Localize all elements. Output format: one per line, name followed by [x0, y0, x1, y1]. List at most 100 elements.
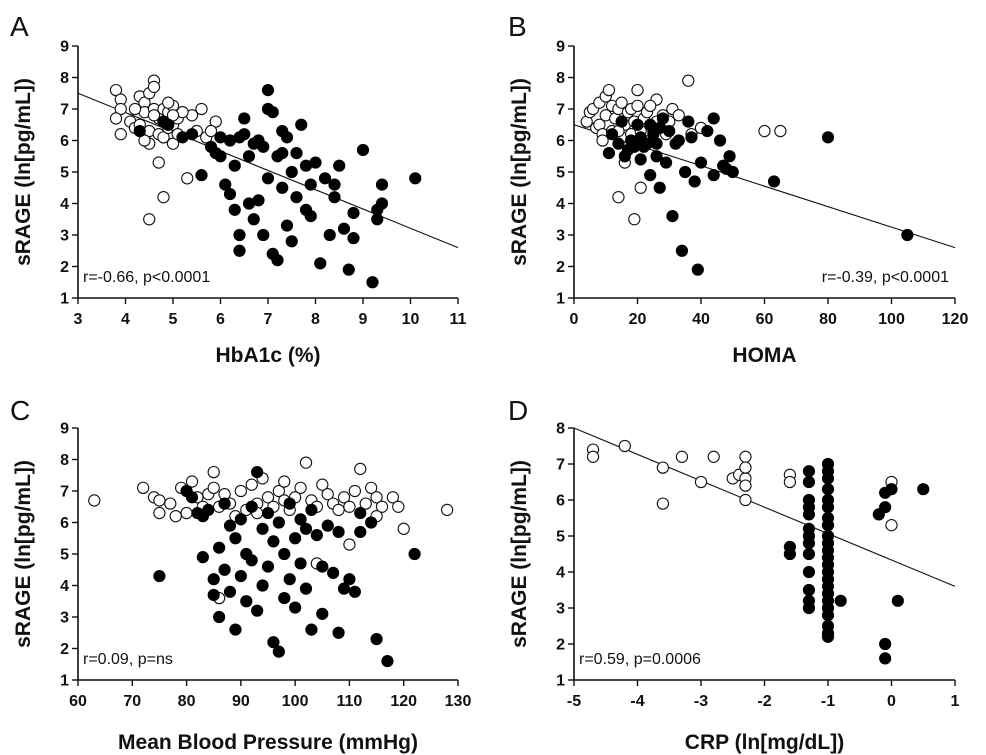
x-axis-label: HbA1c (%) — [215, 344, 320, 367]
x-tick-label: 10 — [402, 311, 420, 328]
filled-data-point — [272, 516, 285, 529]
filled-data-point — [316, 560, 329, 573]
filled-data-point — [682, 115, 695, 128]
filled-data-point — [233, 228, 246, 242]
filled-data-point — [343, 573, 356, 586]
x-tick-label: 5 — [169, 311, 178, 328]
open-data-point — [631, 83, 644, 97]
filled-data-point — [365, 516, 378, 529]
open-data-point — [758, 124, 771, 138]
correlation-annotation: r=0.59, p=0.0006 — [579, 651, 701, 668]
x-tick-label: 0 — [887, 693, 896, 710]
y-tick-label: 6 — [60, 133, 69, 150]
filled-data-point — [218, 563, 231, 576]
y-tick-label: 7 — [556, 457, 565, 474]
filled-data-point — [650, 150, 663, 163]
open-data-point — [774, 124, 787, 138]
open-data-point — [354, 462, 367, 476]
filled-data-point — [196, 551, 209, 564]
filled-data-point — [185, 128, 199, 141]
x-tick-label: 4 — [121, 311, 130, 328]
open-data-point — [343, 500, 356, 513]
open-data-point — [631, 99, 644, 112]
filled-data-point — [691, 263, 704, 276]
filled-data-point — [606, 128, 619, 141]
x-tick-label: -5 — [567, 693, 581, 710]
open-data-point — [634, 181, 647, 194]
open-data-point — [739, 461, 752, 474]
filled-data-point — [328, 191, 341, 204]
filled-data-point — [233, 131, 246, 144]
y-tick-label: 6 — [556, 133, 565, 150]
filled-data-point — [261, 560, 275, 573]
filled-data-point — [310, 529, 323, 542]
filled-data-point — [261, 506, 275, 520]
filled-data-point — [318, 172, 332, 185]
open-data-point — [386, 491, 400, 504]
open-data-point — [596, 134, 609, 147]
filled-data-point — [872, 508, 885, 521]
filled-data-point — [767, 175, 781, 188]
y-tick-label: 5 — [60, 547, 69, 564]
y-tick-label: 3 — [556, 228, 565, 245]
open-data-point — [392, 500, 405, 513]
x-tick-label: -4 — [630, 693, 644, 710]
filled-data-point — [821, 609, 835, 622]
filled-data-point — [276, 181, 289, 194]
open-data-point — [694, 475, 708, 489]
y-tick-label: 6 — [60, 515, 69, 532]
regression-line — [77, 92, 459, 249]
filled-data-point — [679, 165, 692, 179]
filled-data-point — [267, 636, 280, 649]
filled-data-point — [209, 147, 222, 160]
filled-data-point — [283, 497, 296, 510]
filled-data-point — [783, 547, 797, 561]
filled-data-point — [223, 585, 237, 598]
filled-data-point — [252, 194, 265, 207]
open-data-point — [185, 475, 199, 488]
filled-data-point — [213, 541, 226, 554]
y-tick-label: 2 — [60, 259, 69, 276]
filled-data-point — [240, 595, 253, 608]
x-tick-label: 0 — [570, 311, 579, 328]
panel-b: B 1 2 3 4 5 6 7 8 9 0 20 40 60 80 100 120 sRAGE (ln[pg/mL… — [508, 11, 968, 367]
open-data-point — [272, 484, 286, 498]
filled-data-point — [332, 525, 345, 539]
filled-data-point — [299, 522, 313, 535]
filled-data-point — [356, 143, 370, 157]
filled-data-point — [802, 465, 816, 478]
x-tick-label: 40 — [692, 311, 710, 328]
y-tick-label: 5 — [556, 529, 565, 546]
filled-data-point — [381, 655, 394, 668]
open-data-point — [739, 493, 752, 507]
filled-data-point — [615, 115, 628, 128]
filled-data-point — [271, 254, 284, 267]
y-tick-label: 7 — [60, 102, 69, 119]
filled-data-point — [631, 118, 644, 131]
x-tick-label: 8 — [311, 311, 320, 328]
open-data-point — [612, 191, 625, 204]
open-data-point — [153, 506, 166, 520]
y-tick-label: 3 — [60, 610, 69, 627]
filled-data-point — [290, 191, 303, 204]
filled-data-point — [666, 210, 679, 223]
x-tick-label: 100 — [878, 311, 905, 328]
open-data-point — [739, 479, 752, 492]
open-data-point — [152, 156, 165, 169]
x-tick-label: 110 — [337, 693, 363, 710]
filled-data-point — [219, 178, 232, 191]
filled-data-point — [267, 535, 280, 548]
y-axis-label: sRAGE (ln[pg/mL]) — [12, 460, 35, 648]
y-tick-label: 4 — [556, 565, 565, 582]
filled-data-point — [663, 124, 676, 138]
open-data-point — [166, 109, 180, 122]
filled-data-point — [879, 652, 892, 665]
open-data-point — [628, 213, 641, 226]
filled-data-point — [707, 169, 720, 182]
filled-data-point — [133, 124, 146, 138]
y-tick-label: 7 — [556, 102, 565, 119]
filled-data-point — [802, 508, 816, 521]
filled-data-point — [342, 263, 355, 276]
open-data-point — [618, 439, 631, 453]
open-data-point — [180, 506, 193, 520]
